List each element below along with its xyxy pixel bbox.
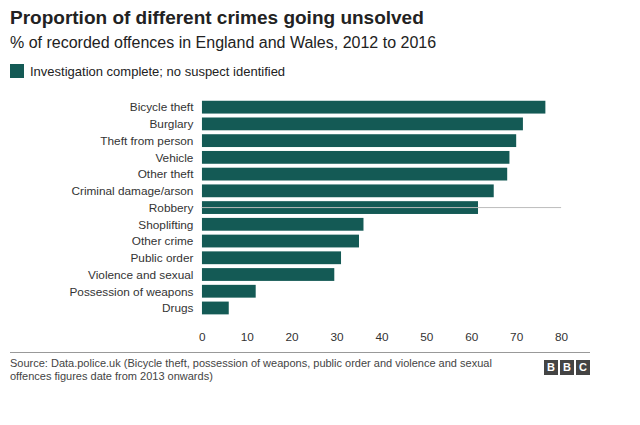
html-text:Investigation complete; no sus: Investigation complete; no suspect ident… (30, 63, 286, 79)
svg-text:Possession of weapons: Possession of weapons (69, 285, 193, 299)
svg-text:50: 50 (420, 330, 434, 344)
svg-text:Violence and sexual: Violence and sexual (88, 268, 193, 282)
svg-text:80: 80 (555, 330, 569, 344)
html-text:Source: Data.police.uk (Bicycl: Source: Data.police.uk (Bicycle theft, p… (10, 356, 492, 382)
html-text:B: B (547, 360, 555, 373)
svg-text:Public order: Public order (130, 251, 193, 265)
svg-text:60: 60 (465, 330, 479, 344)
svg-text:Other theft: Other theft (138, 167, 194, 181)
html-text:B: B (563, 360, 571, 373)
html-text:Proportion of different crimes: Proportion of different crimes going uns… (10, 7, 424, 28)
svg-text:Theft from person: Theft from person (100, 134, 193, 148)
svg-text:40: 40 (375, 330, 389, 344)
html-text:C: C (579, 360, 587, 373)
svg-text:70: 70 (510, 330, 524, 344)
svg-text:Shoplifting: Shoplifting (138, 218, 193, 232)
svg-text:Other crime: Other crime (132, 234, 194, 248)
html-text:% of recorded offences in Engl: % of recorded offences in England and Wa… (10, 34, 437, 51)
svg-text:20: 20 (286, 330, 300, 344)
svg-text:Bicycle theft: Bicycle theft (130, 100, 194, 114)
svg-text:Drugs: Drugs (162, 301, 194, 315)
svg-text:10: 10 (241, 330, 255, 344)
svg-text:Vehicle: Vehicle (155, 151, 193, 165)
svg-text:Burglary: Burglary (149, 117, 193, 131)
svg-text:0: 0 (199, 330, 206, 344)
svg-text:Robbery: Robbery (149, 201, 194, 215)
svg-text:Criminal damage/arson: Criminal damage/arson (71, 184, 193, 198)
svg-text:30: 30 (330, 330, 344, 344)
